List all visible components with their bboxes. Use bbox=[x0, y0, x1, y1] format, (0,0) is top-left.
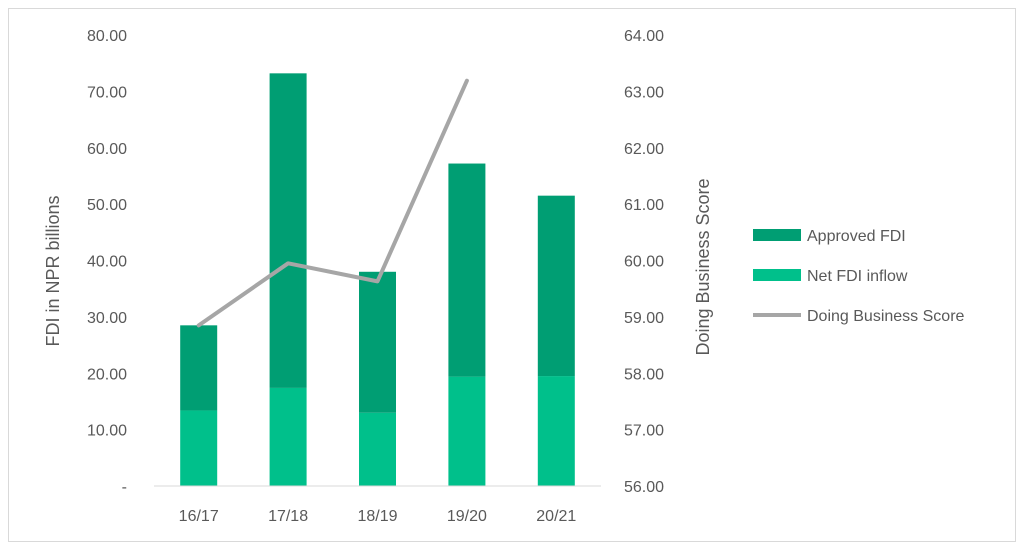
legend-swatch bbox=[753, 229, 801, 241]
x-tick-label: 20/21 bbox=[536, 508, 576, 525]
left-tick-label: 10.00 bbox=[87, 423, 127, 440]
x-tick-label: 19/20 bbox=[447, 508, 487, 525]
legend-label: Net FDI inflow bbox=[807, 268, 908, 285]
bar-net-fdi-inflow bbox=[537, 376, 575, 486]
bar-approved-fdi bbox=[180, 325, 218, 411]
x-tick-label: 17/18 bbox=[268, 508, 308, 525]
chart-frame: - 10.00 20.00 30.00 40.00 50.00 60.00 70.00 80.0… bbox=[8, 8, 1016, 542]
legend-swatch bbox=[753, 269, 801, 281]
right-tick-label: 61.00 bbox=[624, 197, 664, 214]
x-tick-label: 18/19 bbox=[357, 508, 397, 525]
right-tick-label: 62.00 bbox=[624, 141, 664, 158]
legend-label: Doing Business Score bbox=[807, 308, 965, 325]
left-tick-label: 70.00 bbox=[87, 84, 127, 101]
right-tick-label: 57.00 bbox=[624, 423, 664, 440]
legend: Approved FDI Net FDI inflow Doing Business… bbox=[753, 228, 965, 325]
right-tick-label: 56.00 bbox=[624, 479, 664, 496]
left-tick-label: 80.00 bbox=[87, 28, 127, 45]
left-tick-label: 20.00 bbox=[87, 366, 127, 383]
right-axis-title: Doing Business Score bbox=[693, 178, 713, 355]
bar-approved-fdi bbox=[448, 163, 486, 377]
right-tick-label: 63.00 bbox=[624, 84, 664, 101]
bar-net-fdi-inflow bbox=[180, 410, 218, 486]
right-tick-label: 59.00 bbox=[624, 310, 664, 327]
left-axis-title: FDI in NPR billions bbox=[43, 195, 63, 346]
x-tick-label: 16/17 bbox=[179, 508, 219, 525]
line-doing-business-score bbox=[196, 78, 469, 328]
chart: - 10.00 20.00 30.00 40.00 50.00 60.00 70.00 80.0… bbox=[43, 28, 965, 525]
right-tick-label: 60.00 bbox=[624, 254, 664, 271]
left-tick-label: 50.00 bbox=[87, 197, 127, 214]
bar-approved-fdi bbox=[537, 195, 575, 377]
bar-net-fdi-inflow bbox=[448, 376, 486, 486]
left-tick-label: 60.00 bbox=[87, 141, 127, 158]
legend-label: Approved FDI bbox=[807, 228, 906, 245]
bar-approved-fdi bbox=[359, 271, 396, 413]
left-tick-label: - bbox=[122, 479, 127, 496]
right-tick-label: 64.00 bbox=[624, 28, 664, 45]
right-tick-label: 58.00 bbox=[624, 366, 664, 383]
bar-net-fdi-inflow bbox=[359, 412, 396, 486]
left-tick-label: 40.00 bbox=[87, 254, 127, 271]
bar-approved-fdi bbox=[269, 73, 307, 388]
left-tick-label: 30.00 bbox=[87, 310, 127, 327]
bar-net-fdi-inflow bbox=[269, 387, 307, 486]
